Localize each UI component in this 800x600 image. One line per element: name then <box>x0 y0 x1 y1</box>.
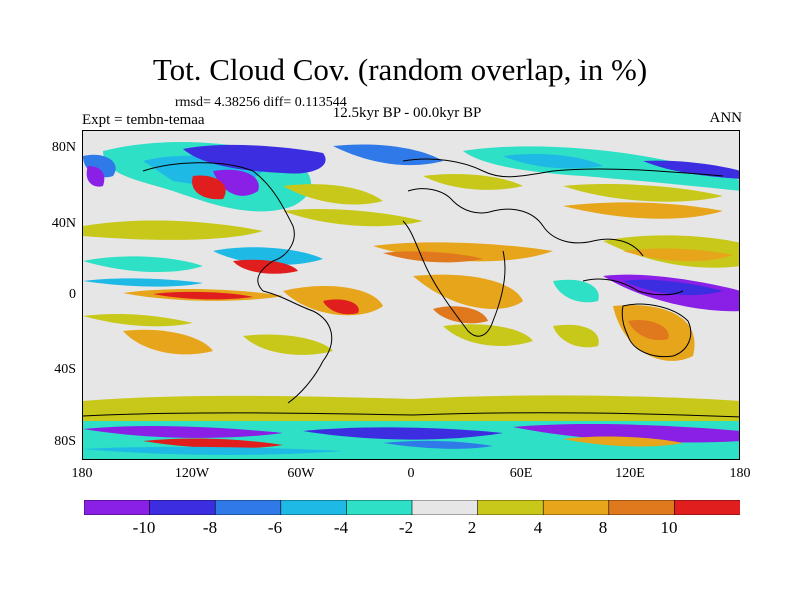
colorbar-segment <box>477 500 545 515</box>
map-title: Tot. Cloud Cov. (random overlap, in %) <box>152 52 648 87</box>
x-tick-label: 180 <box>71 466 93 481</box>
x-tick-label: 180 <box>729 466 751 481</box>
stats-text: rmsd= 4.38256 diff= 0.113544 <box>175 95 347 110</box>
colorbar-segment <box>280 500 348 515</box>
colorbar-segment <box>542 500 610 515</box>
x-tick-label: 60W <box>287 466 315 481</box>
x-tick-label: 60E <box>509 466 533 481</box>
cloud-cover-difference-map <box>83 131 739 459</box>
colorbar-label: -4 <box>333 518 349 537</box>
colorbar-segment <box>84 500 151 515</box>
y-tick-label: 40S <box>54 362 76 377</box>
x-tick-label: 0 <box>407 466 415 481</box>
colorbar-label: -10 <box>132 518 156 537</box>
y-tick-label: 80S <box>54 434 76 449</box>
y-tick-label: 0 <box>69 287 76 302</box>
period-label: 12.5kyr BP - 00.0kyr BP <box>332 105 482 121</box>
y-tick-label: 80N <box>51 140 76 155</box>
colorbar-segment <box>608 500 676 515</box>
map-panel <box>82 130 740 460</box>
colorbar-segment <box>674 500 740 515</box>
colorbar <box>84 500 740 515</box>
x-tick-label: 120E <box>615 466 645 481</box>
y-tick-label: 40N <box>51 216 76 231</box>
x-tick-label: 120W <box>174 466 210 481</box>
colorbar-label: 8 <box>598 518 608 537</box>
season-label: ANN <box>709 110 743 126</box>
experiment-label: Expt = tembn-temaa <box>82 112 205 128</box>
colorbar-segment <box>214 500 282 515</box>
colorbar-segment <box>149 500 216 515</box>
colorbar-label: 4 <box>533 518 543 537</box>
colorbar-label: 10 <box>660 518 678 537</box>
anomaly-field <box>83 141 739 459</box>
colorbar-label: -2 <box>398 518 414 537</box>
colorbar-segment <box>411 500 479 515</box>
colorbar-label: -6 <box>267 518 283 537</box>
colorbar-label: 2 <box>467 518 477 537</box>
colorbar-segment <box>346 500 413 515</box>
colorbar-label: -8 <box>202 518 218 537</box>
coastlines <box>83 158 739 418</box>
